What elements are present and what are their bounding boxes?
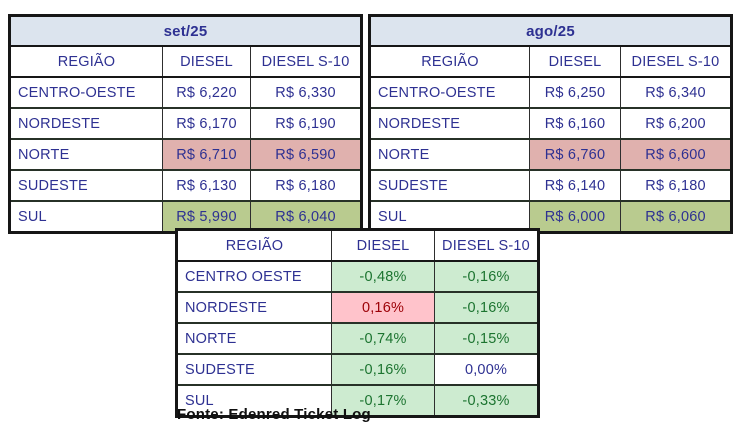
value-cell: R$ 6,170 <box>162 107 251 140</box>
region-cell: NORTE <box>369 138 530 171</box>
table-row: CENTRO OESTE -0,48% -0,16% <box>176 260 539 293</box>
value-cell: 0,16% <box>331 291 435 324</box>
table-row: NORDESTE R$ 6,170 R$ 6,190 <box>9 107 363 140</box>
table-body-variation: CENTRO OESTE -0,48% -0,16% NORDESTE 0,16% -0,… <box>176 260 539 418</box>
month-title-ago25: ago/25 <box>368 14 733 47</box>
value-cell: R$ 6,000 <box>529 200 621 234</box>
value-cell: R$ 6,600 <box>619 138 733 171</box>
value-cell: R$ 6,190 <box>249 107 363 140</box>
table-row: NORTE R$ 6,760 R$ 6,600 <box>369 138 733 171</box>
value-cell: -0,74% <box>331 322 435 355</box>
region-cell: CENTRO-OESTE <box>369 76 530 109</box>
value-cell: R$ 6,040 <box>249 200 363 234</box>
region-cell: SUDESTE <box>9 169 163 202</box>
col-header-diesel-s10: DIESEL S-10 <box>434 228 539 262</box>
table-body-set25: CENTRO-OESTE R$ 6,220 R$ 6,330 NORDESTE R$ 6… <box>9 76 363 234</box>
region-cell: NORTE <box>176 322 332 355</box>
col-header-regiao: REGIÃO <box>369 45 530 78</box>
value-cell: R$ 6,130 <box>162 169 251 202</box>
region-cell: SUL <box>9 200 163 234</box>
value-cell: R$ 6,180 <box>619 169 733 202</box>
value-cell: R$ 6,760 <box>529 138 621 171</box>
table-row: NORTE R$ 6,710 R$ 6,590 <box>9 138 363 171</box>
region-cell: NORDESTE <box>9 107 163 140</box>
col-header-diesel-s10: DIESEL S-10 <box>249 45 363 78</box>
region-cell: NORDESTE <box>176 291 332 324</box>
table-row: NORTE -0,74% -0,15% <box>176 322 539 355</box>
value-cell: -0,16% <box>434 260 539 293</box>
table-row: SUL R$ 5,990 R$ 6,040 <box>9 200 363 234</box>
value-cell: R$ 6,710 <box>162 138 251 171</box>
value-cell: R$ 6,180 <box>249 169 363 202</box>
region-cell: SUL <box>176 384 332 418</box>
variation-table: REGIÃO DIESEL DIESEL S-10 CENTRO OESTE -0… <box>175 228 540 418</box>
table-row: NORDESTE R$ 6,160 R$ 6,200 <box>369 107 733 140</box>
table-row: CENTRO-OESTE R$ 6,220 R$ 6,330 <box>9 76 363 109</box>
table-title-row: ago/25 <box>368 14 733 47</box>
region-cell: CENTRO OESTE <box>176 260 332 293</box>
table-row: SUL R$ 6,000 R$ 6,060 <box>369 200 733 234</box>
column-header-row: REGIÃO DIESEL DIESEL S-10 <box>9 45 363 78</box>
value-cell: -0,16% <box>331 353 435 386</box>
column-header-row: REGIÃO DIESEL DIESEL S-10 <box>176 228 539 262</box>
col-header-diesel: DIESEL <box>162 45 251 78</box>
col-header-diesel-s10: DIESEL S-10 <box>619 45 733 78</box>
value-cell: -0,16% <box>434 291 539 324</box>
table-row: SUL -0,17% -0,33% <box>176 384 539 418</box>
value-cell: -0,33% <box>434 384 539 418</box>
col-header-regiao: REGIÃO <box>9 45 163 78</box>
col-header-diesel: DIESEL <box>529 45 621 78</box>
table-title-row: set/25 <box>8 14 363 47</box>
col-header-diesel: DIESEL <box>331 228 435 262</box>
value-cell: R$ 6,340 <box>619 76 733 109</box>
table-body-ago25: CENTRO-OESTE R$ 6,250 R$ 6,340 NORDESTE R$ 6… <box>369 76 733 234</box>
month-title-set25: set/25 <box>8 14 363 47</box>
table-row: CENTRO-OESTE R$ 6,250 R$ 6,340 <box>369 76 733 109</box>
value-cell: R$ 6,250 <box>529 76 621 109</box>
value-cell: 0,00% <box>434 353 539 386</box>
value-cell: R$ 6,060 <box>619 200 733 234</box>
table-row: NORDESTE 0,16% -0,16% <box>176 291 539 324</box>
table-row: SUDESTE R$ 6,130 R$ 6,180 <box>9 169 363 202</box>
col-header-regiao: REGIÃO <box>176 228 332 262</box>
table-row: SUDESTE R$ 6,140 R$ 6,180 <box>369 169 733 202</box>
region-cell: NORTE <box>9 138 163 171</box>
value-cell: R$ 6,220 <box>162 76 251 109</box>
price-table-set25: set/25 REGIÃO DIESEL DIESEL S-10 CENTRO-… <box>8 14 364 234</box>
price-table-ago25: ago/25 REGIÃO DIESEL DIESEL S-10 CENTRO-… <box>368 14 734 234</box>
value-cell: -0,48% <box>331 260 435 293</box>
value-cell: R$ 6,330 <box>249 76 363 109</box>
value-cell: R$ 6,160 <box>529 107 621 140</box>
region-cell: SUDESTE <box>176 353 332 386</box>
value-cell: R$ 6,140 <box>529 169 621 202</box>
region-cell: CENTRO-OESTE <box>9 76 163 109</box>
table-row: SUDESTE -0,16% 0,00% <box>176 353 539 386</box>
value-cell: R$ 6,200 <box>619 107 733 140</box>
value-cell: R$ 6,590 <box>249 138 363 171</box>
region-cell: SUDESTE <box>369 169 530 202</box>
column-header-row: REGIÃO DIESEL DIESEL S-10 <box>369 45 733 78</box>
value-cell: -0,17% <box>331 384 435 418</box>
source-note: Fonte: Edenred Ticket Log <box>177 406 371 423</box>
region-cell: NORDESTE <box>369 107 530 140</box>
value-cell: -0,15% <box>434 322 539 355</box>
